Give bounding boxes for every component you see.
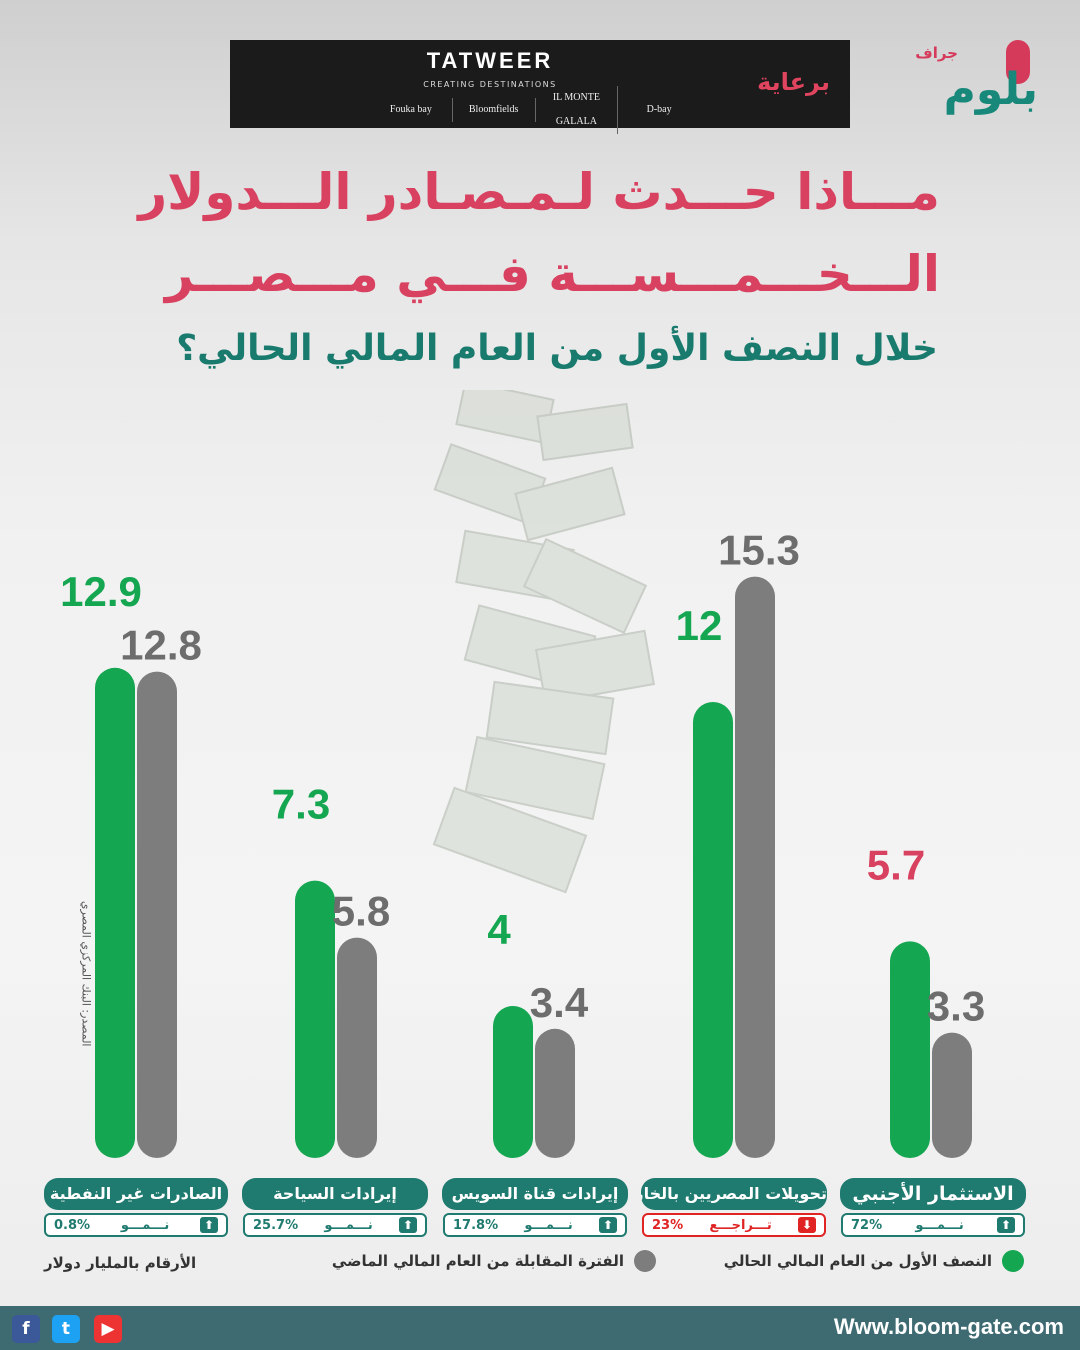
legend-dot-previous (634, 1250, 656, 1272)
growth-value: 0.8% (54, 1217, 91, 1233)
growth-word: نـــمـــو (524, 1217, 573, 1233)
bar-previous (535, 1028, 575, 1158)
headline-subtitle: خلال النصف الأول من العام المالي الحالي؟ (176, 328, 938, 369)
sponsor-banner: TATWEER CREATING DESTINATIONS Fouka bay … (230, 40, 850, 134)
value-label-previous: 15.3 (718, 527, 800, 574)
legend-current: النصف الأول من العام المالي الحالي (724, 1250, 1024, 1272)
logo-small-text: جراف (915, 44, 958, 62)
bar-current (693, 702, 733, 1158)
category-label-suez-canal: إيرادات قناة السويس (442, 1178, 628, 1210)
bar-current (493, 1006, 533, 1158)
arrow-up-icon: ⬆ (599, 1217, 617, 1233)
sponsor-label: برعاية (757, 68, 830, 96)
project-d-bay: D-bay (646, 104, 672, 115)
project-fouka-bay: Fouka bay (370, 98, 453, 122)
twitter-icon[interactable]: t (52, 1315, 80, 1343)
growth-value: 17.8% (453, 1217, 499, 1233)
category-label-tourism: إيرادات السياحة (242, 1178, 428, 1210)
units-note: الأرقام بالمليار دولار (44, 1254, 197, 1272)
bar-previous (337, 937, 377, 1158)
bar-current (95, 667, 135, 1158)
growth-badge-exports: 0.8% نـــمـــو ⬆ (44, 1213, 228, 1237)
growth-word: نـــمـــو (324, 1217, 373, 1233)
growth-badge-suez-canal: 17.8% نـــمـــو ⬆ (443, 1213, 627, 1237)
website-link[interactable]: Www.bloom-gate.com (833, 1314, 1064, 1339)
value-label-current: 12.9 (60, 568, 142, 615)
sponsor-tagline: CREATING DESTINATIONS (423, 80, 557, 89)
arrow-up-icon: ⬆ (399, 1217, 417, 1233)
legend-previous: الفترة المقابلة من العام المالي الماضي (332, 1250, 656, 1272)
project-bloomfields: Bloomfields (453, 98, 536, 122)
arrow-up-icon: ⬆ (199, 1217, 218, 1233)
falling-money-illustration (432, 390, 656, 894)
category-label-exports: الصادرات غير النفطية (44, 1178, 228, 1210)
growth-badge-foreign-investment: 72% نـــمـــو ⬆ (841, 1213, 1025, 1237)
logo-main-text: بلوم (943, 64, 1038, 115)
value-label-previous: 12.8 (120, 622, 202, 669)
footer-bar: f t ▶ Www.bloom-gate.com (0, 1306, 1080, 1350)
headline-line-1: مـــاذا حـــدث لـمـصـادر الـــدولار (138, 163, 940, 221)
microphone-icon (1006, 40, 1030, 84)
growth-value: 72% (851, 1217, 883, 1233)
youtube-icon[interactable]: ▶ (94, 1315, 122, 1343)
sponsor-projects: Fouka bay Bloomfields IL MONTE GALALA D-… (370, 86, 700, 134)
headline-line-2: الـــخـــمـــســـة فـــي مـــصـــر (164, 245, 940, 303)
growth-badge-tourism: 25.7% نـــمـــو ⬆ (243, 1213, 427, 1237)
growth-value: 25.7% (253, 1217, 299, 1233)
growth-value: 23% (652, 1217, 684, 1233)
growth-word: نـــمـــو (120, 1217, 170, 1233)
bar-current (295, 880, 335, 1158)
value-label-previous: 3.3 (927, 983, 985, 1030)
value-label-previous: 5.8 (332, 888, 390, 935)
growth-word: نـــمـــو (915, 1217, 964, 1233)
bar-current (890, 941, 930, 1158)
facebook-icon[interactable]: f (12, 1315, 40, 1343)
value-label-current: 7.3 (272, 781, 330, 828)
arrow-up-icon: ⬆ (996, 1217, 1015, 1233)
legend-previous-label: الفترة المقابلة من العام المالي الماضي (331, 1252, 624, 1270)
bar-previous (137, 671, 177, 1158)
category-label-remittances: تحويلات المصريين بالخارج (641, 1178, 827, 1210)
bar-previous (932, 1032, 972, 1158)
source-note: المصدر: البنك المركزي المصري (79, 900, 93, 1047)
arrow-down-icon: ⬇ (798, 1217, 816, 1233)
bar-previous (735, 576, 775, 1158)
category-label-foreign-investment: الاستثمار الأجنبي (840, 1178, 1026, 1210)
bloom-logo: جراف بلوم (888, 38, 1048, 130)
value-label-current: 4 (487, 906, 511, 953)
value-label-current: 12 (676, 602, 723, 649)
value-label-previous: 3.4 (530, 979, 589, 1026)
legend-dot-current (1002, 1250, 1024, 1272)
project-il-monte-galala: IL MONTE GALALA (536, 86, 619, 134)
growth-badge-remittances: 23% تـــراجـــع ⬇ (642, 1213, 826, 1237)
legend-current-label: النصف الأول من العام المالي الحالي (723, 1252, 992, 1270)
sponsor-brand: TATWEER (426, 48, 554, 73)
value-label-current: 5.7 (867, 841, 925, 888)
growth-word: تـــراجـــع (709, 1217, 772, 1233)
